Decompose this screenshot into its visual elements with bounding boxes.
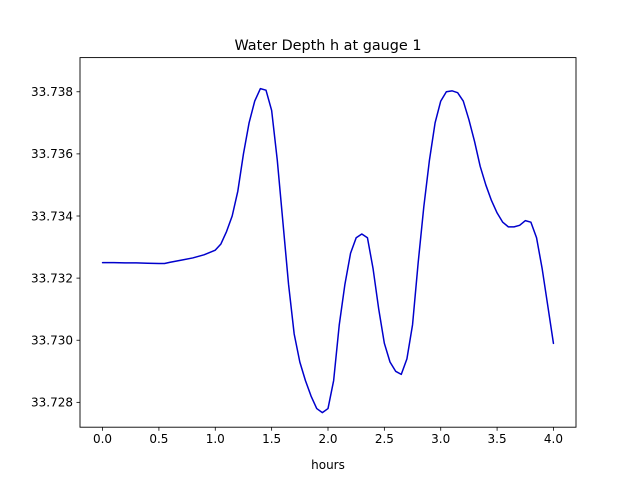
plot-area [101,87,555,414]
y-tick-label: 33.730 [31,334,73,348]
x-tick-label: 0.5 [149,432,168,446]
x-axis-label: hours [311,458,345,472]
x-tick-label: 1.5 [262,432,281,446]
y-tick-label: 33.736 [31,147,73,161]
x-tick-label: 2.0 [318,432,337,446]
x-tick-label: 3.0 [431,432,450,446]
x-tick-label: 4.0 [544,432,563,446]
series-line-0 [101,87,555,414]
y-axis: 33.728 33.730 33.732 33.734 33.736 33.738 [31,85,80,410]
x-tick-label: 3.5 [488,432,507,446]
y-tick-label: 33.734 [31,209,73,223]
y-tick-label: 33.738 [31,85,73,99]
y-tick-label: 33.728 [31,396,73,410]
x-axis: 0.0 0.5 1.0 1.5 2.0 2.5 3.0 3.5 4.0 [93,427,563,446]
x-tick-label: 1.0 [206,432,225,446]
x-tick-label: 2.5 [375,432,394,446]
chart-title: Water Depth h at gauge 1 [234,38,421,54]
x-tick-label: 0.0 [93,432,112,446]
y-tick-label: 33.732 [31,271,73,285]
